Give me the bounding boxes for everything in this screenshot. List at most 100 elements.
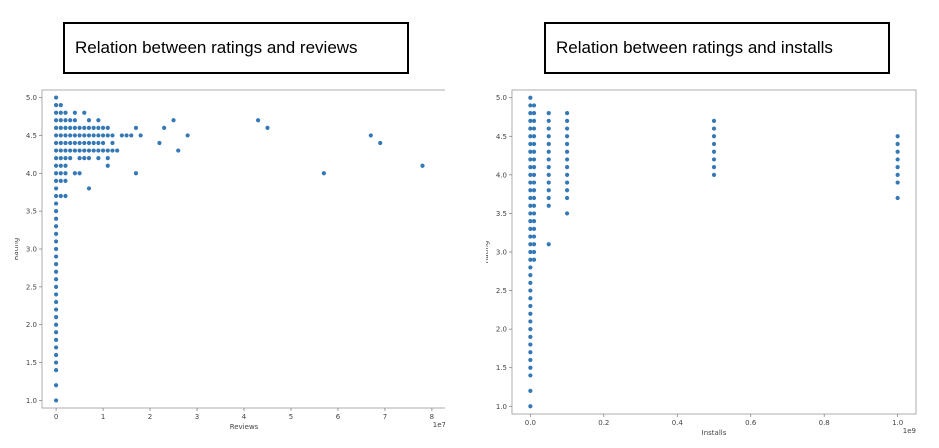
data-point	[564, 157, 570, 162]
x-tick-label: 2	[148, 413, 152, 421]
y-tick-label: 1.0	[496, 403, 507, 411]
data-point	[53, 368, 59, 373]
data-point	[100, 140, 106, 146]
data-point	[528, 195, 533, 201]
data-point	[63, 193, 68, 199]
data-point	[53, 140, 59, 146]
data-point	[68, 133, 73, 138]
data-point	[528, 257, 533, 262]
data-point	[53, 345, 59, 350]
data-point	[53, 133, 59, 138]
data-point	[53, 224, 59, 229]
data-point	[82, 148, 87, 153]
y-tick-label: 4.0	[496, 171, 507, 179]
data-point	[58, 140, 63, 146]
data-point	[531, 103, 537, 108]
data-point	[63, 148, 68, 153]
data-point	[528, 319, 533, 324]
data-point	[68, 118, 73, 123]
data-point	[711, 149, 717, 154]
data-point	[531, 226, 537, 231]
scatter-chart-installs: 1.0 1.5 2.0 2.5 3.0 3.5 4.0 4.5 5.0 0.0 0.2 0.4 0.6 0…	[486, 89, 917, 437]
data-point	[86, 125, 92, 130]
data-point	[895, 141, 900, 147]
data-point	[255, 118, 261, 123]
data-point	[53, 209, 59, 214]
data-point	[531, 234, 537, 239]
y-tick-label: 2.0	[496, 326, 507, 334]
data-point	[528, 234, 533, 239]
data-point	[528, 111, 533, 116]
data-point	[711, 172, 717, 177]
x-tick-label: 1.0	[892, 419, 903, 427]
data-point	[53, 315, 59, 320]
data-point	[68, 148, 73, 153]
data-point	[53, 277, 59, 282]
data-point	[105, 156, 110, 161]
data-point	[63, 171, 68, 176]
chart-title-reviews: Relation between ratings and reviews	[75, 38, 358, 57]
data-point	[53, 193, 59, 199]
data-point	[564, 188, 570, 193]
data-point	[528, 203, 533, 208]
data-point	[531, 211, 537, 216]
data-point	[546, 180, 551, 185]
data-point	[96, 140, 101, 146]
y-tick-label: 3.0	[26, 246, 37, 254]
x-axis-label: Installs	[702, 429, 727, 437]
data-point	[528, 211, 533, 216]
data-point	[58, 156, 63, 161]
data-point	[58, 171, 63, 176]
data-point	[82, 140, 87, 146]
plot-frame-installs	[511, 89, 917, 415]
data-point	[531, 134, 537, 139]
data-point	[53, 383, 59, 388]
data-point	[53, 254, 59, 259]
data-point	[528, 180, 533, 185]
data-point	[86, 148, 92, 153]
data-point	[528, 327, 533, 332]
data-point	[96, 118, 101, 123]
data-point	[72, 133, 77, 138]
data-point	[546, 172, 551, 177]
data-point	[77, 156, 82, 161]
data-point	[528, 288, 533, 293]
data-point	[77, 125, 82, 130]
x-tick-label: 0	[54, 413, 58, 421]
data-point	[133, 125, 139, 130]
data-point	[91, 133, 96, 138]
data-point	[91, 125, 96, 130]
data-point	[528, 388, 533, 393]
data-point	[53, 322, 59, 327]
data-point	[564, 126, 570, 131]
data-point	[528, 141, 533, 147]
x-tick-label: 5	[289, 413, 293, 421]
data-point	[528, 273, 533, 278]
data-point	[91, 140, 96, 146]
y-tick-label: 4.5	[26, 132, 37, 140]
data-point	[110, 140, 115, 146]
data-point	[528, 149, 533, 154]
data-point	[53, 110, 59, 115]
data-point	[96, 133, 101, 138]
y-tick-label: 5.0	[496, 94, 507, 102]
chart-title-box-reviews: Relation between ratings and reviews	[63, 22, 409, 74]
data-point	[531, 111, 537, 116]
data-point	[531, 203, 537, 208]
data-point	[96, 148, 101, 153]
data-point	[895, 172, 900, 177]
data-point	[77, 171, 82, 176]
data-point	[72, 140, 77, 146]
data-point	[58, 163, 63, 168]
data-point	[53, 178, 59, 183]
data-point	[528, 172, 533, 177]
data-point	[63, 178, 68, 183]
data-point	[82, 125, 87, 130]
data-point	[100, 148, 106, 153]
data-point	[58, 110, 63, 115]
data-point	[895, 157, 900, 162]
data-point	[63, 125, 68, 130]
data-point	[528, 242, 533, 247]
data-point	[53, 148, 59, 153]
data-point	[82, 133, 87, 138]
